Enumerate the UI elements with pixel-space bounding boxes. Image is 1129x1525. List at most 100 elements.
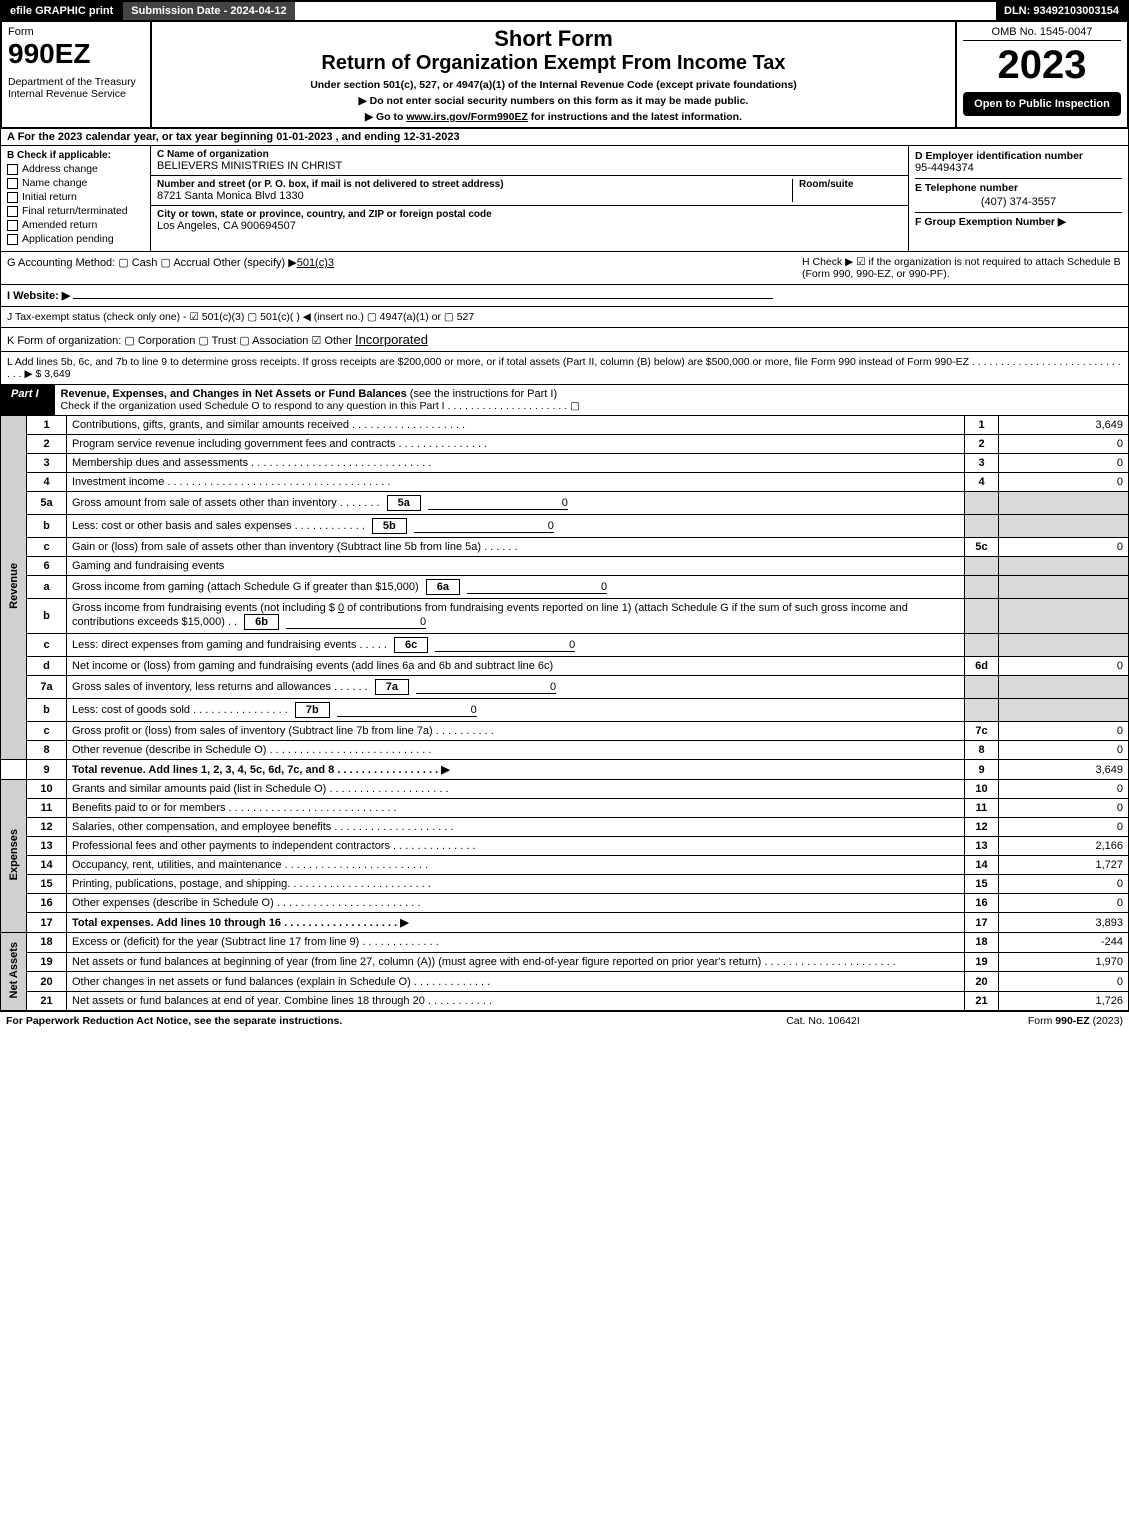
- f-group-exemption: F Group Exemption Number ▶: [915, 212, 1122, 228]
- numcol: 16: [965, 894, 999, 913]
- ln: 16: [27, 894, 67, 913]
- line-5c: cGain or (loss) from sale of assets othe…: [1, 538, 1129, 557]
- desc: Investment income . . . . . . . . . . . …: [67, 473, 965, 492]
- ln: 3: [27, 454, 67, 473]
- row-k-form-of-org: K Form of organization: ▢ Corporation ▢ …: [0, 328, 1129, 352]
- part1-title-text: Revenue, Expenses, and Changes in Net As…: [61, 388, 410, 400]
- header-left: Form 990EZ Department of the Treasury In…: [2, 22, 152, 127]
- numcol: 21: [965, 991, 999, 1011]
- chk-application-pending[interactable]: Application pending: [7, 233, 144, 245]
- desc: Less: direct expenses from gaming and fu…: [67, 634, 965, 657]
- numcol: [965, 515, 999, 538]
- checkbox-icon[interactable]: [7, 220, 18, 231]
- omb-number: OMB No. 1545-0047: [963, 26, 1121, 41]
- c-city-label: City or town, state or province, country…: [157, 209, 902, 220]
- part1-header: Part I Revenue, Expenses, and Changes in…: [0, 385, 1129, 416]
- amt: [999, 634, 1129, 657]
- line-3: 3Membership dues and assessments . . . .…: [1, 454, 1129, 473]
- footer-catno: Cat. No. 10642I: [723, 1015, 923, 1027]
- checkbox-icon[interactable]: [7, 178, 18, 189]
- numcol: [965, 492, 999, 515]
- efile-print[interactable]: efile GRAPHIC print: [2, 2, 121, 20]
- note-ssn: ▶ Do not enter social security numbers o…: [158, 95, 949, 107]
- line-7c: cGross profit or (loss) from sales of in…: [1, 722, 1129, 741]
- l-value: 3,649: [44, 368, 70, 380]
- chk-initial-return[interactable]: Initial return: [7, 191, 144, 203]
- ln: 5a: [27, 492, 67, 515]
- row-j-tax-exempt: J Tax-exempt status (check only one) - ☑…: [0, 307, 1129, 328]
- line-8: 8Other revenue (describe in Schedule O) …: [1, 741, 1129, 760]
- line-6c: cLess: direct expenses from gaming and f…: [1, 634, 1129, 657]
- desc: Gross income from gaming (attach Schedul…: [67, 576, 965, 599]
- website-field[interactable]: [73, 298, 773, 299]
- desc: Net assets or fund balances at end of ye…: [67, 991, 965, 1011]
- amt: [999, 676, 1129, 699]
- numcol: 1: [965, 416, 999, 435]
- b-title: B Check if applicable:: [7, 150, 144, 161]
- ln: 9: [27, 760, 67, 780]
- amt: 1,727: [999, 856, 1129, 875]
- numcol: [965, 599, 999, 634]
- desc: Net income or (loss) from gaming and fun…: [67, 657, 965, 676]
- amt: 0: [999, 722, 1129, 741]
- checkbox-icon[interactable]: [7, 192, 18, 203]
- amt: 0: [999, 473, 1129, 492]
- row-h: H Check ▶ ☑ if the organization is not r…: [802, 256, 1122, 280]
- desc: Net assets or fund balances at beginning…: [67, 952, 965, 972]
- numcol: 17: [965, 913, 999, 933]
- inner-amt: 0: [337, 704, 477, 717]
- line-12: 12Salaries, other compensation, and empl…: [1, 818, 1129, 837]
- line-6a: aGross income from gaming (attach Schedu…: [1, 576, 1129, 599]
- numcol: [965, 557, 999, 576]
- desc: Occupancy, rent, utilities, and maintena…: [67, 856, 965, 875]
- amt: [999, 576, 1129, 599]
- ln: 6: [27, 557, 67, 576]
- amt: [999, 492, 1129, 515]
- ln: c: [27, 722, 67, 741]
- line-14: 14Occupancy, rent, utilities, and mainte…: [1, 856, 1129, 875]
- desc: Other changes in net assets or fund bala…: [67, 972, 965, 992]
- c-street-label: Number and street (or P. O. box, if mail…: [157, 179, 792, 190]
- side-end: [1, 760, 27, 780]
- numcol: 18: [965, 933, 999, 953]
- amt: [999, 599, 1129, 634]
- amt: 0: [999, 972, 1129, 992]
- chk-amended[interactable]: Amended return: [7, 219, 144, 231]
- irs-link[interactable]: www.irs.gov/Form990EZ: [406, 111, 528, 123]
- footer-paperwork: For Paperwork Reduction Act Notice, see …: [6, 1015, 723, 1027]
- ln: c: [27, 538, 67, 557]
- checkbox-icon[interactable]: [7, 164, 18, 175]
- amt: [999, 699, 1129, 722]
- amt: 0: [999, 780, 1129, 799]
- checkbox-icon[interactable]: [7, 206, 18, 217]
- ln: 19: [27, 952, 67, 972]
- part1-sub: (see the instructions for Part I): [410, 388, 557, 400]
- amt: 3,649: [999, 416, 1129, 435]
- checkbox-icon[interactable]: [7, 234, 18, 245]
- amt: 0: [999, 818, 1129, 837]
- l-text: L Add lines 5b, 6c, and 7b to line 9 to …: [7, 356, 1121, 380]
- footer-formref: Form 990-EZ (2023): [923, 1015, 1123, 1027]
- numcol: 13: [965, 837, 999, 856]
- line-16: 16Other expenses (describe in Schedule O…: [1, 894, 1129, 913]
- desc: Total revenue. Add lines 1, 2, 3, 4, 5c,…: [67, 760, 965, 780]
- numcol: 12: [965, 818, 999, 837]
- ln: 1: [27, 416, 67, 435]
- numcol: 11: [965, 799, 999, 818]
- inner-amt: 0: [414, 520, 554, 533]
- ln: 15: [27, 875, 67, 894]
- chk-final-return[interactable]: Final return/terminated: [7, 205, 144, 217]
- chk-address-change[interactable]: Address change: [7, 163, 144, 175]
- desc: Membership dues and assessments . . . . …: [67, 454, 965, 473]
- header-right: OMB No. 1545-0047 2023 Open to Public In…: [957, 22, 1127, 127]
- line-21: 21Net assets or fund balances at end of …: [1, 991, 1129, 1011]
- line-1: Revenue 1 Contributions, gifts, grants, …: [1, 416, 1129, 435]
- topbar: efile GRAPHIC print Submission Date - 20…: [0, 0, 1129, 22]
- chk-name-change[interactable]: Name change: [7, 177, 144, 189]
- line-5b: bLess: cost or other basis and sales exp…: [1, 515, 1129, 538]
- amt: 0: [999, 799, 1129, 818]
- numcol: 19: [965, 952, 999, 972]
- goto-pre: ▶ Go to: [365, 111, 406, 123]
- numcol: 2: [965, 435, 999, 454]
- line-6b: bGross income from fundraising events (n…: [1, 599, 1129, 634]
